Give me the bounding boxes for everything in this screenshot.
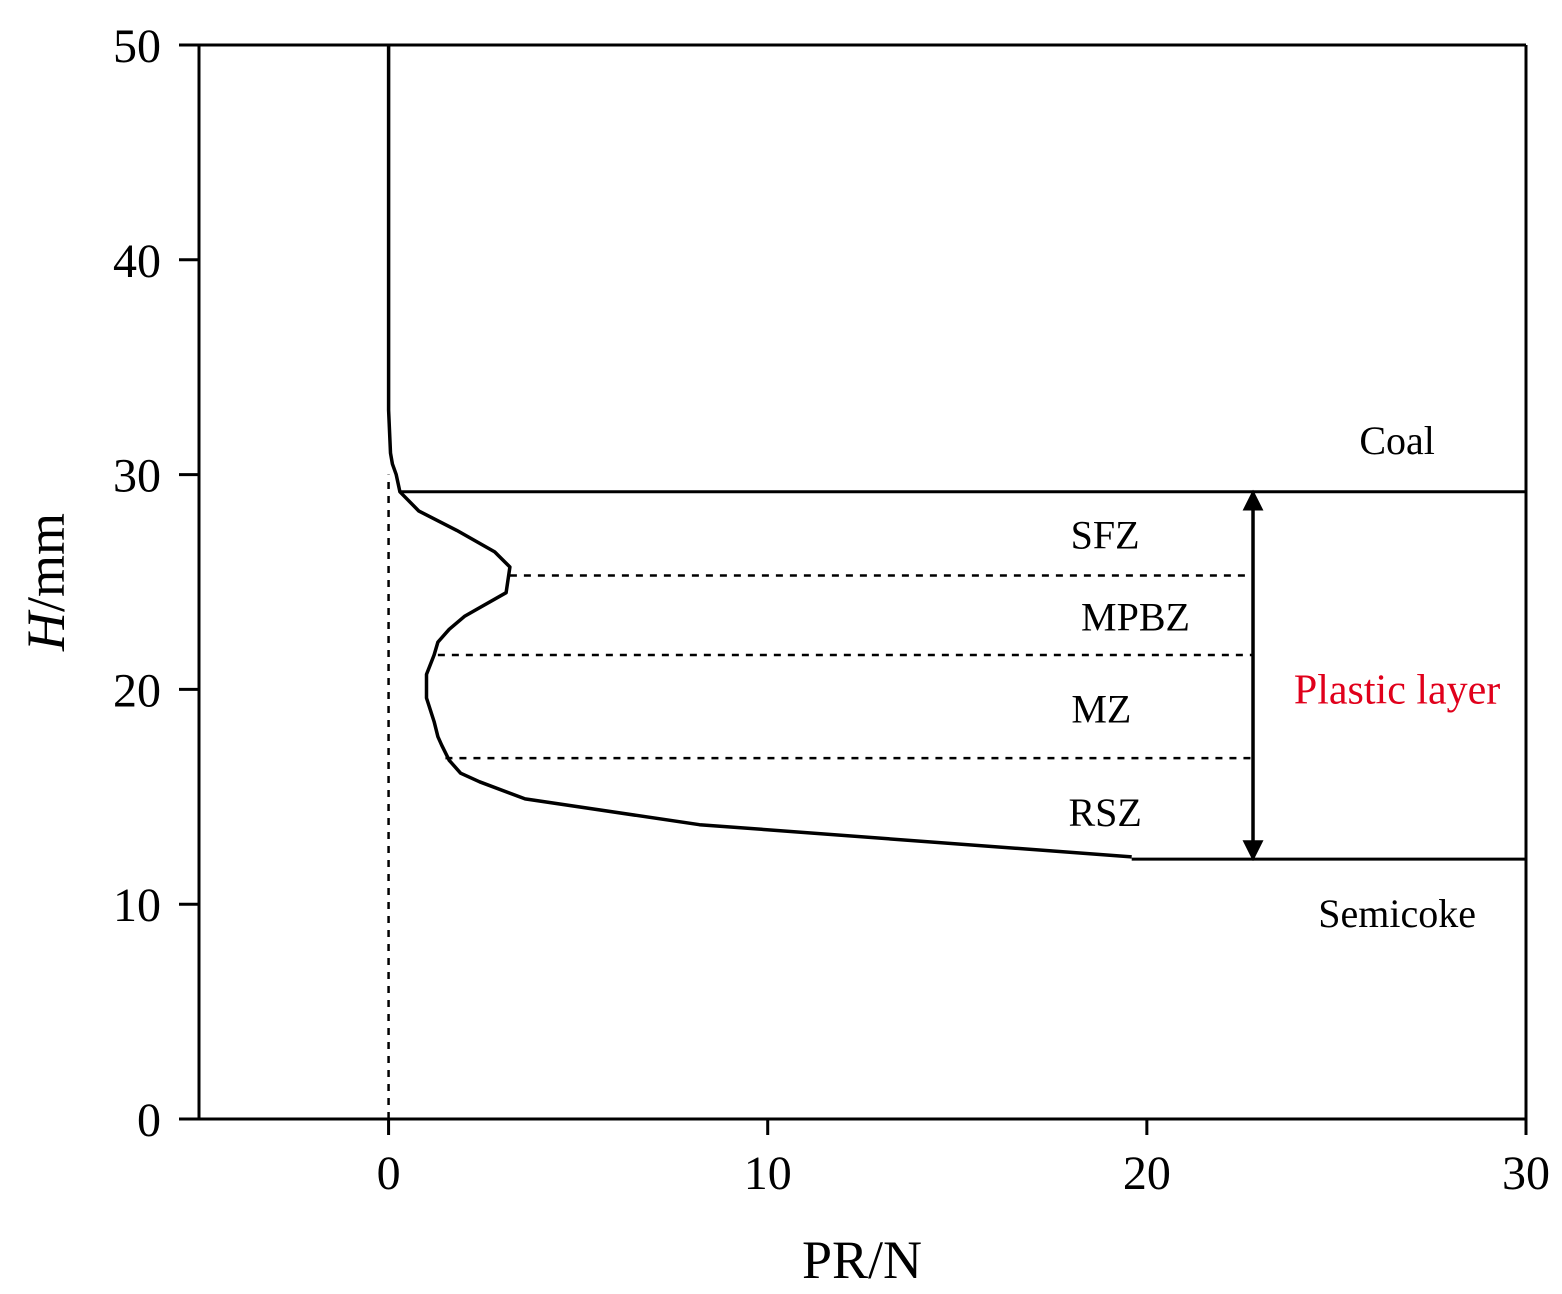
y-axis-title-unit: /mm <box>16 513 76 612</box>
x-tick-label: 20 <box>1123 1147 1171 1200</box>
x-tick-label: 10 <box>744 1147 792 1200</box>
zone-label: SFZ <box>1071 513 1140 558</box>
zone-label: Coal <box>1359 418 1435 463</box>
x-ticks: 0 10 20 30 <box>377 1119 1550 1200</box>
y-axis-title: H/mm <box>16 513 76 652</box>
series-group <box>386 45 1132 859</box>
y-tick-label: 50 <box>113 20 161 73</box>
plastic-layer-label: Plastic layer <box>1294 667 1500 713</box>
y-tick-label: 20 <box>113 664 161 717</box>
x-axis-title: PR/N <box>802 1230 922 1290</box>
zone-label: MZ <box>1071 687 1131 732</box>
zone-label: MPBZ <box>1081 594 1190 639</box>
y-tick-label: 10 <box>113 879 161 932</box>
pressure-curve <box>386 45 1132 859</box>
zone-label: RSZ <box>1068 790 1141 835</box>
annotations: Coal SFZ MPBZ Plastic layer MZ RSZ Semicoke <box>1068 418 1500 936</box>
y-axis-title-italic: H <box>16 609 76 652</box>
zone-label: Semicoke <box>1318 891 1476 936</box>
x-tick-label: 30 <box>1502 1147 1550 1200</box>
zone-boundaries <box>399 490 1526 861</box>
y-tick-label: 0 <box>137 1094 161 1147</box>
y-tick-label: 40 <box>113 235 161 288</box>
x-tick-label: 0 <box>377 1147 401 1200</box>
y-ticks: 0 10 20 30 40 50 <box>113 20 199 1147</box>
y-tick-label: 30 <box>113 450 161 503</box>
